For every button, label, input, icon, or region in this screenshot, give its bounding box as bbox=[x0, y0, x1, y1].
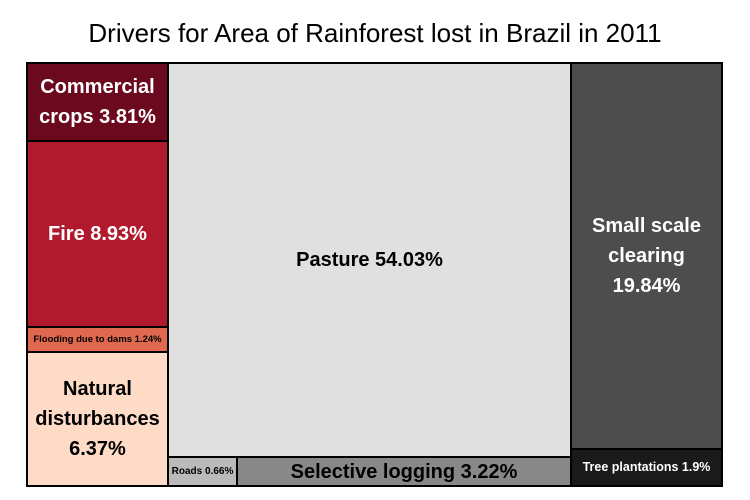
treemap-cell-tree-plantations: Tree plantations 1.9% bbox=[570, 448, 723, 487]
treemap-cell-fire: Fire 8.93% bbox=[26, 140, 169, 328]
treemap-cell-flooding-due-to-dams: Flooding due to dams 1.24% bbox=[26, 326, 169, 353]
treemap-cell-commercial-crops: Commercial crops 3.81% bbox=[26, 62, 169, 142]
treemap-cell-label: Fire 8.93% bbox=[48, 223, 147, 245]
treemap-cell-label: Roads 0.66% bbox=[171, 465, 234, 477]
treemap-cell-label: Small scale clearing 19.84% bbox=[592, 215, 701, 297]
treemap-cell-label: Natural disturbances 6.37% bbox=[35, 378, 160, 460]
treemap-cell-label: Pasture 54.03% bbox=[296, 249, 443, 271]
treemap-cell-label: Selective logging 3.22% bbox=[290, 460, 518, 483]
treemap-cell-small-scale-clearing: Small scale clearing 19.84% bbox=[570, 62, 723, 450]
treemap-cell-pasture: Pasture 54.03% bbox=[167, 62, 572, 458]
treemap-cell-roads: Roads 0.66% bbox=[167, 456, 238, 487]
treemap-cell-natural-disturbances: Natural disturbances 6.37% bbox=[26, 351, 169, 487]
treemap-cell-label: Flooding due to dams 1.24% bbox=[33, 333, 162, 345]
treemap-cell-label: Tree plantations 1.9% bbox=[582, 460, 711, 474]
treemap-cell-selective-logging: Selective logging 3.22% bbox=[236, 456, 572, 487]
chart-title: Drivers for Area of Rainforest lost in B… bbox=[88, 18, 662, 48]
treemap-cell-label: Commercial crops 3.81% bbox=[39, 76, 156, 128]
